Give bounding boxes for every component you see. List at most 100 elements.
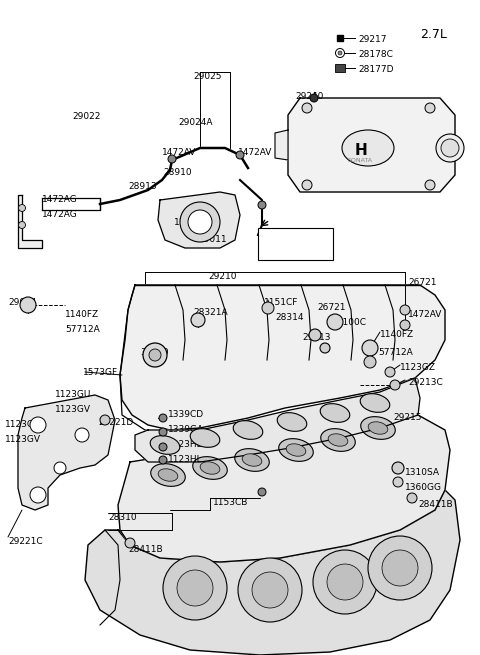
Ellipse shape [277, 413, 307, 432]
Text: 1123GZ: 1123GZ [400, 363, 436, 372]
Circle shape [30, 487, 46, 503]
Text: H0100C: H0100C [330, 318, 366, 327]
Ellipse shape [368, 422, 388, 434]
Text: 39340: 39340 [140, 348, 168, 357]
Circle shape [382, 550, 418, 586]
Ellipse shape [279, 439, 313, 461]
Text: H: H [355, 143, 368, 158]
Text: SONATA: SONATA [348, 158, 373, 163]
Circle shape [163, 556, 227, 620]
Ellipse shape [190, 428, 220, 447]
Circle shape [159, 443, 167, 451]
Text: 1310SA: 1310SA [405, 468, 440, 477]
Circle shape [30, 417, 46, 433]
Text: 1140FZ: 1140FZ [65, 310, 99, 319]
Circle shape [100, 415, 110, 425]
Circle shape [188, 210, 212, 234]
Circle shape [159, 428, 167, 436]
Circle shape [159, 456, 167, 464]
Ellipse shape [235, 449, 269, 472]
Circle shape [302, 180, 312, 190]
Ellipse shape [158, 469, 178, 481]
Text: 28910: 28910 [163, 168, 192, 177]
Ellipse shape [361, 417, 395, 440]
Circle shape [407, 493, 417, 503]
Text: 29215: 29215 [393, 413, 421, 422]
Circle shape [19, 221, 25, 229]
Circle shape [400, 305, 410, 315]
Text: 29011: 29011 [198, 235, 227, 244]
Bar [258, 228, 333, 260]
Circle shape [159, 414, 167, 422]
Circle shape [392, 462, 404, 474]
Text: 1123GU: 1123GU [55, 390, 91, 399]
Text: 29221C: 29221C [8, 537, 43, 546]
Circle shape [252, 572, 288, 608]
Circle shape [436, 134, 464, 162]
Text: 57712A: 57712A [65, 325, 100, 334]
Circle shape [258, 201, 266, 209]
Circle shape [425, 103, 435, 113]
Text: 29240: 29240 [295, 92, 324, 101]
Ellipse shape [233, 421, 263, 440]
Circle shape [400, 320, 410, 330]
Text: 28913: 28913 [128, 182, 156, 191]
Text: 28411B: 28411B [418, 500, 453, 509]
Circle shape [177, 570, 213, 606]
Circle shape [393, 477, 403, 487]
Circle shape [425, 180, 435, 190]
Text: 28314: 28314 [275, 313, 303, 322]
Text: 29210: 29210 [208, 272, 237, 281]
Text: 1472AV: 1472AV [238, 148, 272, 157]
Ellipse shape [151, 464, 185, 487]
Polygon shape [275, 130, 288, 160]
Text: 29024A: 29024A [178, 118, 213, 127]
Text: 29022: 29022 [72, 112, 100, 121]
Circle shape [236, 151, 244, 159]
Text: 29213: 29213 [302, 333, 331, 342]
Circle shape [368, 536, 432, 600]
Ellipse shape [360, 394, 390, 413]
Text: 1123HL: 1123HL [168, 455, 203, 464]
Text: 28178C: 28178C [358, 50, 393, 59]
Circle shape [191, 313, 205, 327]
Text: 28411B: 28411B [128, 545, 163, 554]
Text: 29213C: 29213C [408, 378, 443, 387]
Ellipse shape [193, 457, 227, 479]
Text: 1140FZ: 1140FZ [380, 330, 414, 339]
Circle shape [338, 51, 342, 55]
Circle shape [385, 367, 395, 377]
Circle shape [54, 462, 66, 474]
Circle shape [441, 139, 459, 157]
Circle shape [310, 94, 318, 102]
Polygon shape [158, 192, 240, 248]
Circle shape [302, 103, 312, 113]
Text: 1472AG: 1472AG [42, 195, 78, 204]
Polygon shape [85, 490, 460, 655]
Circle shape [19, 204, 25, 212]
Text: 1339GA: 1339GA [168, 425, 204, 434]
Polygon shape [288, 98, 455, 192]
Text: 29025: 29025 [193, 72, 221, 81]
Ellipse shape [320, 403, 350, 422]
Text: 1472AV: 1472AV [408, 310, 443, 319]
Circle shape [143, 343, 167, 367]
Polygon shape [118, 415, 450, 562]
Circle shape [327, 564, 363, 600]
Text: 1153CB: 1153CB [213, 498, 248, 507]
Circle shape [327, 314, 343, 330]
Text: 1472AG: 1472AG [42, 210, 78, 219]
Polygon shape [18, 195, 42, 248]
Ellipse shape [286, 444, 306, 457]
Circle shape [320, 343, 330, 353]
Text: 1123GV: 1123GV [55, 405, 91, 414]
Circle shape [390, 380, 400, 390]
Text: 1472AV: 1472AV [162, 148, 196, 157]
Ellipse shape [328, 434, 348, 446]
Text: BODY: BODY [281, 250, 309, 259]
Text: 28310: 28310 [108, 513, 137, 522]
Text: 1339CD: 1339CD [168, 410, 204, 419]
Text: 1360GG: 1360GG [405, 483, 442, 492]
Circle shape [168, 155, 176, 163]
Text: 1573GF: 1573GF [83, 368, 118, 377]
